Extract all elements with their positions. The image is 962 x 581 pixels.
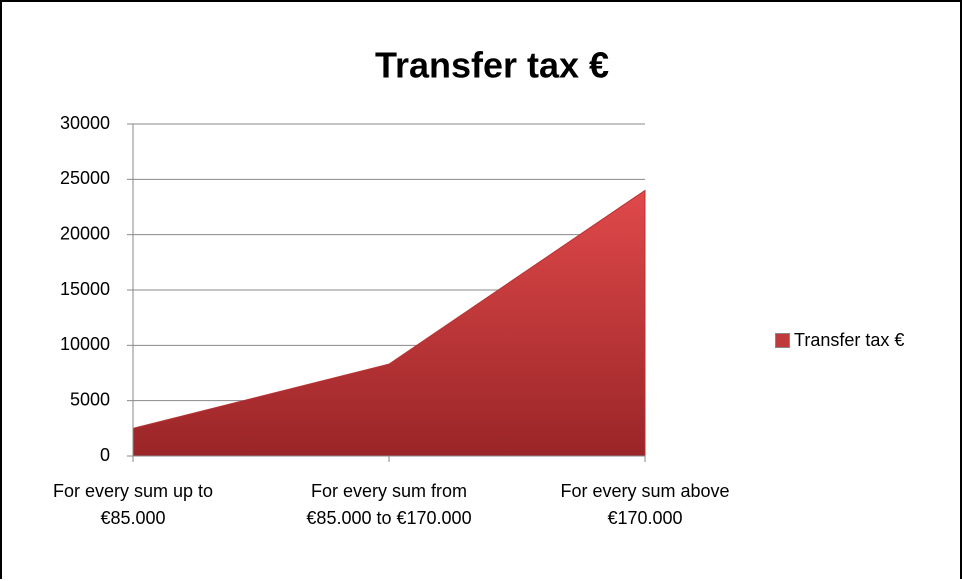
legend-label: Transfer tax € — [794, 330, 905, 350]
chart-title: Transfer tax € — [375, 45, 609, 86]
x-tick-label: For every sum above €170.000 — [560, 481, 730, 528]
legend-swatch — [775, 333, 790, 348]
y-tick-label: 25000 — [60, 168, 110, 188]
y-tick-label: 30000 — [60, 113, 110, 133]
y-tick-label: 5000 — [70, 389, 110, 409]
y-tick-label: 0 — [100, 445, 110, 465]
area — [132, 189, 646, 457]
x-tick-label: For every sum up to €85.000 — [52, 481, 214, 528]
y-tick-label: 15000 — [60, 279, 110, 299]
y-tick-label: 20000 — [60, 223, 110, 243]
y-tick-label: 10000 — [60, 334, 110, 354]
legend-item: Transfer tax € — [775, 330, 904, 351]
x-tick-label: For every sum from €85.000 to €170.000 — [306, 481, 472, 528]
